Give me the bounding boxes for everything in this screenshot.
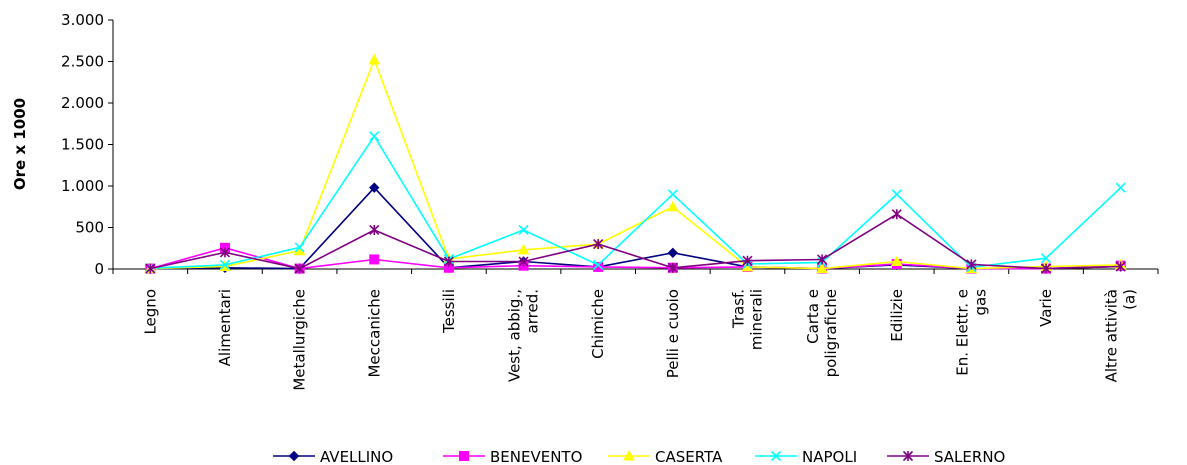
data-point bbox=[817, 254, 828, 265]
x-category-label: Vest, abbig., bbox=[506, 289, 524, 382]
y-tick-label: 2.500 bbox=[61, 53, 104, 71]
legend-item: SALERNO bbox=[887, 448, 1005, 465]
series-caserta bbox=[144, 53, 1127, 274]
x-category-label: Meccaniche bbox=[365, 289, 383, 378]
x-category-label: arred. bbox=[524, 289, 542, 333]
data-point bbox=[368, 53, 381, 65]
data-point bbox=[294, 242, 305, 253]
data-point bbox=[459, 451, 469, 461]
data-point bbox=[369, 131, 380, 142]
data-point bbox=[369, 224, 380, 236]
legend-label: BENEVENTO bbox=[490, 448, 582, 465]
data-point bbox=[666, 200, 679, 212]
legend-label: AVELLINO bbox=[320, 448, 393, 465]
series-line bbox=[150, 134, 1122, 269]
x-category-label: (a) bbox=[1121, 289, 1139, 310]
x-category-label: poligrafiche bbox=[822, 289, 840, 377]
data-point bbox=[219, 247, 231, 258]
x-category-label: Varie bbox=[1037, 289, 1055, 327]
x-axis-categories: Legno Alimentari Metallurgiche Meccaniche Te… bbox=[112, 269, 1159, 391]
data-point bbox=[667, 262, 678, 273]
x-category-label: Legno bbox=[141, 289, 159, 335]
chart-legend: AVELLINO BENEVENTO CASERTA NAPOLI SALERNO bbox=[273, 448, 1005, 465]
legend-label: CASERTA bbox=[655, 448, 723, 465]
data-point bbox=[593, 261, 604, 272]
x-category-label: Trasf. bbox=[729, 289, 747, 329]
x-category-label: Chimiche bbox=[589, 289, 607, 359]
x-category-label: Altre attività bbox=[1103, 289, 1121, 382]
chart-series bbox=[144, 53, 1127, 274]
series-avellino bbox=[145, 182, 1126, 274]
legend-item: CASERTA bbox=[608, 448, 723, 465]
legend-item: BENEVENTO bbox=[443, 448, 582, 465]
x-category-label: Carta e bbox=[804, 289, 822, 344]
y-tick-label: 2.000 bbox=[61, 94, 104, 112]
x-category-label: Alimentari bbox=[216, 289, 234, 366]
data-point bbox=[816, 262, 828, 274]
series-salerno bbox=[145, 209, 1126, 274]
x-category-label: Metallurgiche bbox=[291, 289, 309, 391]
y-tick-label: 0 bbox=[94, 260, 104, 278]
legend-label: SALERNO bbox=[934, 448, 1005, 465]
series-line bbox=[150, 57, 1121, 270]
data-point bbox=[890, 255, 903, 267]
data-point bbox=[443, 256, 454, 267]
series-line bbox=[150, 213, 1121, 270]
data-point bbox=[623, 449, 635, 461]
data-point bbox=[667, 247, 679, 259]
y-tick-label: 1.000 bbox=[61, 177, 104, 195]
data-point bbox=[369, 254, 380, 265]
data-point bbox=[770, 450, 782, 462]
data-point bbox=[1040, 263, 1052, 274]
data-point bbox=[294, 263, 305, 274]
data-point bbox=[1115, 182, 1126, 193]
y-axis-ticks: 0 500 1.000 1.500 2.000 2.500 3.000 bbox=[61, 11, 113, 278]
legend-label: NAPOLI bbox=[802, 448, 857, 465]
y-tick-label: 500 bbox=[75, 219, 104, 237]
data-point bbox=[1115, 261, 1126, 272]
data-point bbox=[593, 259, 604, 270]
y-tick-label: 1.500 bbox=[61, 136, 104, 154]
data-point bbox=[219, 259, 231, 270]
y-axis-label: Ore x 1000 bbox=[11, 98, 29, 190]
data-point bbox=[517, 243, 530, 255]
data-point bbox=[902, 450, 914, 462]
legend-item: NAPOLI bbox=[755, 448, 857, 465]
data-point bbox=[891, 209, 902, 220]
data-point bbox=[742, 255, 753, 266]
data-point bbox=[1040, 253, 1052, 264]
x-category-label: Tessili bbox=[440, 289, 458, 334]
data-point bbox=[593, 239, 604, 250]
x-category-label: En. Elettr. e bbox=[953, 289, 971, 376]
data-point bbox=[518, 256, 529, 267]
data-point bbox=[369, 182, 380, 193]
data-point bbox=[518, 224, 529, 236]
data-point bbox=[667, 189, 678, 200]
chart-axes bbox=[112, 20, 1158, 270]
data-point bbox=[891, 189, 902, 200]
y-tick-label: 3.000 bbox=[61, 11, 104, 29]
x-category-label: Edilizie bbox=[888, 289, 906, 342]
x-category-label: gas bbox=[971, 289, 989, 316]
data-point bbox=[966, 259, 977, 270]
x-category-label: minerali bbox=[747, 289, 765, 350]
x-category-label: Pelli e cuoio bbox=[664, 289, 682, 378]
data-point bbox=[288, 450, 300, 462]
legend-item: AVELLINO bbox=[273, 448, 393, 465]
data-point bbox=[145, 263, 156, 274]
